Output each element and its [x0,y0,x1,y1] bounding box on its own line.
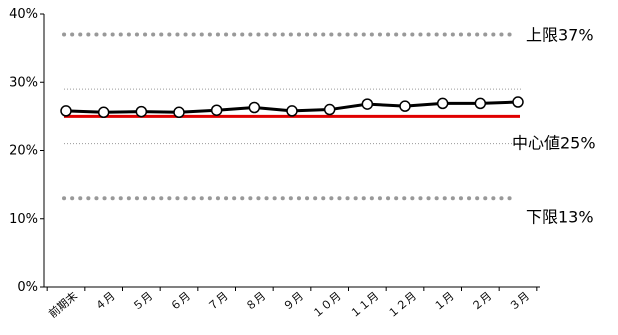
x-tick-label: １１月 [348,289,382,320]
x-tick-label: ３月 [507,289,532,313]
series [60,96,524,119]
data-point [323,103,336,116]
x-tick-label: １月 [431,289,456,313]
reference-line-label: 上限37% [526,25,594,44]
x-tick-label: ８月 [243,289,268,313]
x-tick-label: ７月 [205,289,230,313]
data-point [474,97,487,110]
data-point [210,104,223,116]
data-point [97,106,110,119]
x-tick-label: ６月 [168,289,193,313]
data-point [361,98,374,110]
x-tick-label: ４月 [92,289,117,313]
x-tick-label: 前期末 [46,289,80,321]
data-point [436,97,449,110]
x-tick-label: ９月 [281,289,306,313]
annotations: 上限37% 中心値25% 下限13% [512,25,596,226]
x-tick-label: １０月 [310,289,344,320]
reference-line-label: 下限13% [526,207,594,226]
data-point [60,105,72,117]
y-tick-label: 0% [17,280,38,295]
data-point [135,105,148,118]
reference-line-label: 中心値25% [512,133,596,152]
y-tick-label: 30% [9,75,38,90]
y-tick-label: 10% [9,212,38,227]
data-point [173,106,185,119]
x-ticks: 前期末 ４月 ５月 ６月 ７月 ８月 ９月 １０月 １１月 １２月 １月 ２月 ３月 [46,287,538,321]
data-point [248,101,261,114]
data-point [399,100,411,112]
data-point [286,105,298,117]
x-tick-label: １２月 [385,289,419,320]
x-tick-label: ５月 [130,289,155,313]
axes [43,14,540,288]
y-ticks: 0% 10% 20% 30% 40% [9,7,44,295]
y-tick-label: 20% [9,144,38,159]
y-tick-label: 40% [9,7,38,22]
data-point [512,96,524,108]
x-tick-label: ２月 [469,289,494,313]
